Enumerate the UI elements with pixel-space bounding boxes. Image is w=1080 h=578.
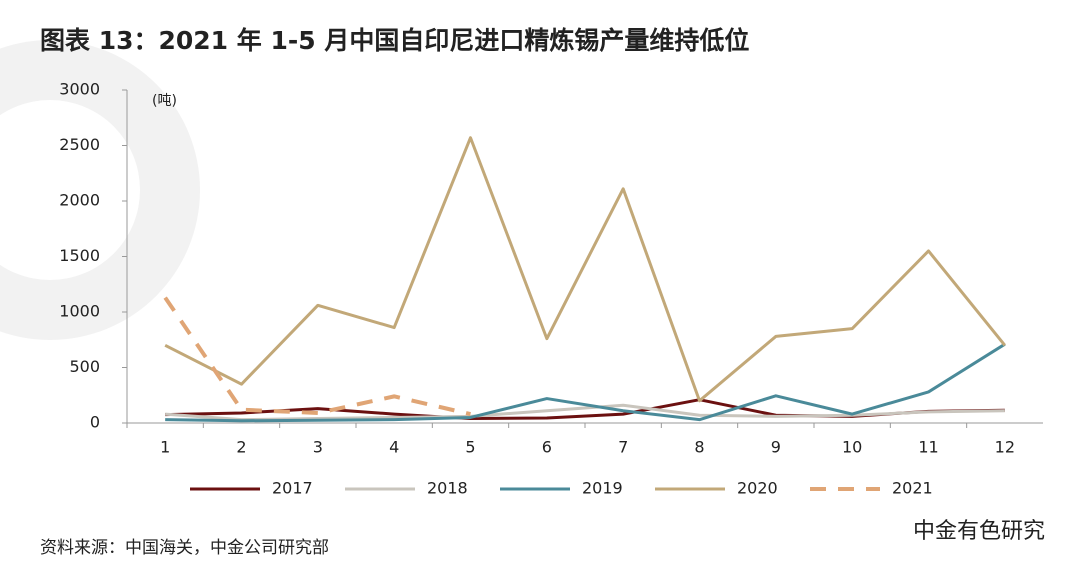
line-series: [163, 296, 471, 417]
x-tick-label: 3: [313, 438, 323, 457]
x-tick-label: 10: [842, 438, 862, 457]
legend-label: 2018: [427, 479, 468, 498]
x-tick-label: 12: [995, 438, 1015, 457]
x-tick-label: 5: [465, 438, 475, 457]
y-tick-label: 500: [69, 357, 100, 376]
line-series: [164, 136, 1006, 403]
y-tick-label: 2000: [59, 191, 100, 210]
x-tick-label: 11: [918, 438, 938, 457]
chart-title: 图表 13：2021 年 1-5 月中国自印尼进口精炼锡产量维持低位: [40, 26, 749, 55]
source: 资料来源：中国海关，中金公司研究部: [40, 538, 329, 558]
x-tick-label: 4: [389, 438, 399, 457]
legend-label: 2019: [582, 479, 623, 498]
x-tick-label: 2: [236, 438, 246, 457]
watermark: 中金有色研究: [913, 519, 1045, 544]
y-tick-label: 0: [90, 413, 100, 432]
y-tick-label: 1000: [59, 302, 100, 321]
legend-label: 2017: [272, 479, 313, 498]
line-series: [165, 403, 1005, 422]
y-axis-label: (吨): [152, 93, 177, 109]
x-tick-label: 6: [542, 438, 552, 457]
y-tick-label: 1500: [59, 246, 100, 265]
x-tick-label: 8: [694, 438, 704, 457]
x-tick-label: 1: [160, 438, 170, 457]
legend-label: 2020: [737, 479, 778, 498]
x-tick-label: 9: [771, 438, 781, 457]
y-tick-label: 3000: [59, 80, 100, 99]
line-series: [165, 342, 1006, 423]
logo-watermark: [0, 100, 140, 280]
y-tick-label: 2500: [59, 135, 100, 154]
legend-label: 2021: [892, 479, 933, 498]
x-tick-label: 7: [618, 438, 628, 457]
